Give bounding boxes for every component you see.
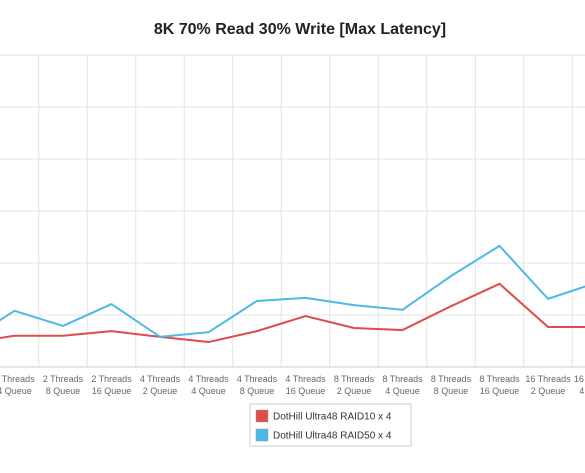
x-tick-label: 2 Threads 16 Queue — [91, 374, 132, 396]
legend-label: DotHill Ultra48 RAID50 x 4 — [273, 431, 392, 442]
legend-box — [249, 403, 412, 447]
x-tick-label: 8 Threads 16 Queue — [479, 374, 520, 396]
x-tick-label: 8 Threads 4 Queue — [382, 374, 423, 396]
x-tick-label: 16 Threads 2 Queue — [525, 374, 571, 396]
series-line — [0, 244, 585, 338]
x-tick-label: 8 Threads 2 Queue — [334, 374, 375, 396]
x-tick-label: 2 Threads 8 Queue — [43, 374, 84, 396]
x-tick-label: 8 Threads 8 Queue — [431, 374, 472, 396]
x-tick-label: 4 Threads 8 Queue — [237, 374, 278, 396]
legend-swatch — [255, 409, 269, 423]
chart-title: 8K 70% Read 30% Write [Max Latency] — [154, 21, 446, 38]
legend-label: DotHill Ultra48 RAID10 x 4 — [273, 412, 392, 423]
legend-swatch — [255, 428, 269, 442]
series-line — [0, 282, 585, 344]
x-tick-label: 4 Threads 16 Queue — [285, 374, 326, 396]
x-tick-label: 4 Threads 4 Queue — [188, 374, 229, 396]
x-tick-label: 4 Threads 2 Queue — [140, 374, 181, 396]
